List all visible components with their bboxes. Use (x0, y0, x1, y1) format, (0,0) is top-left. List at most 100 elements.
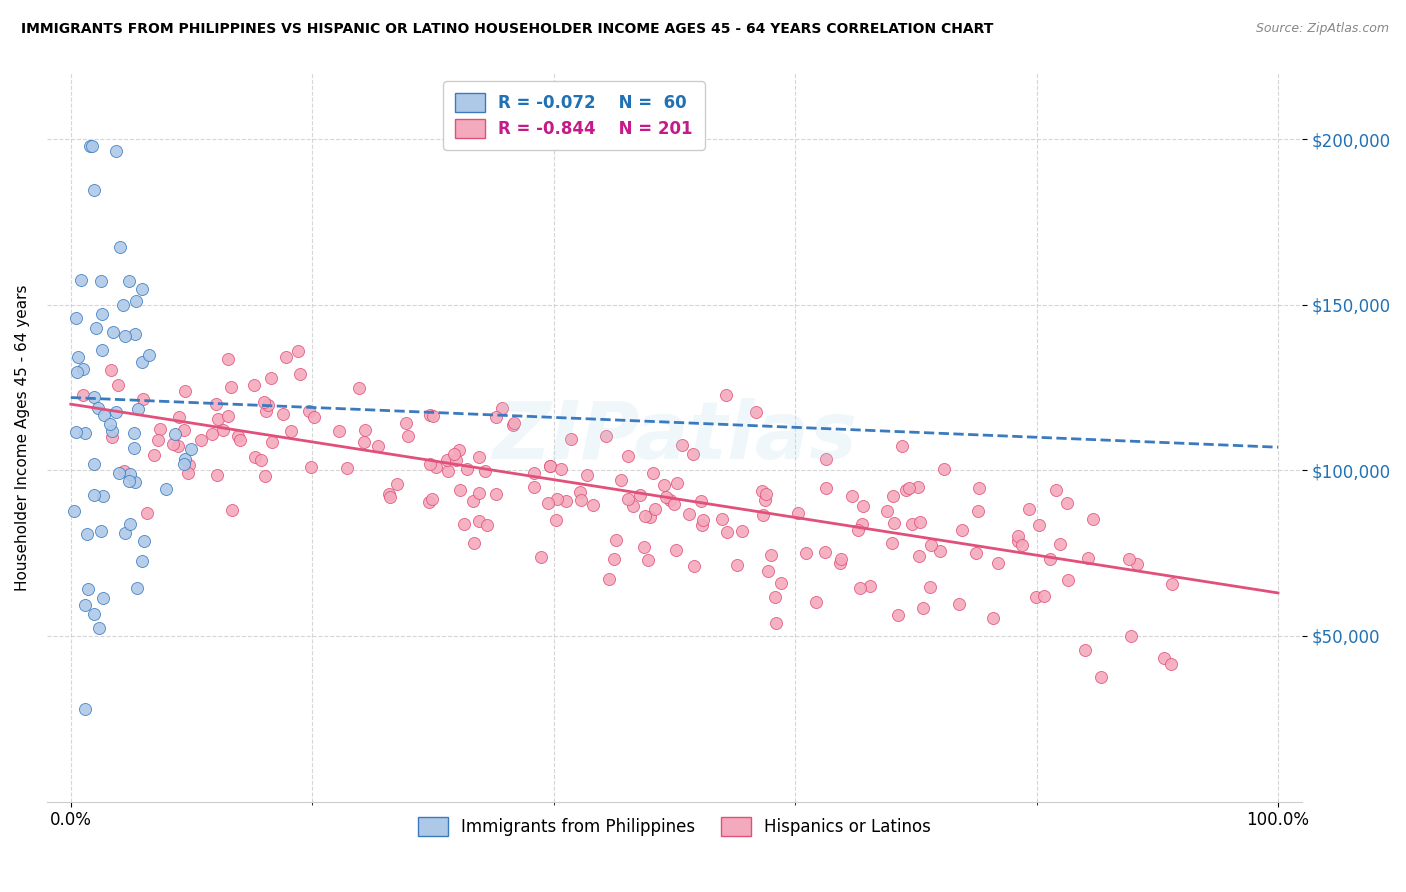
Point (65, 311, 87, 326)
Point (105, 405, 128, 419)
Point (228, 429, 250, 443)
Point (770, 575, 793, 590)
Point (101, 425, 124, 439)
Point (142, 448, 165, 462)
Point (72, 362, 94, 376)
Point (502, 417, 524, 432)
Point (1119, 629, 1142, 643)
Point (79, 138, 101, 153)
Point (91, 591, 114, 605)
Point (638, 509, 661, 524)
Point (682, 447, 704, 461)
Point (912, 601, 935, 615)
Point (444, 453, 467, 467)
Point (98, 417, 121, 431)
Point (876, 504, 898, 518)
Point (582, 498, 605, 512)
Point (523, 467, 546, 481)
Point (605, 533, 627, 547)
Point (90, 274, 112, 288)
Point (880, 536, 903, 550)
Point (73, 425, 96, 440)
Point (690, 517, 713, 532)
Point (63, 504, 86, 518)
Point (419, 458, 441, 472)
Point (73, 702, 96, 716)
Point (981, 611, 1004, 625)
Point (67, 350, 90, 364)
Point (155, 483, 177, 497)
Point (643, 466, 665, 480)
Point (763, 590, 786, 604)
Point (1018, 502, 1040, 516)
Point (131, 354, 153, 368)
Point (576, 467, 599, 482)
Point (243, 378, 266, 392)
Point (354, 424, 377, 438)
Point (112, 464, 135, 478)
Point (180, 442, 202, 456)
Point (138, 348, 160, 362)
Point (786, 506, 808, 520)
Point (274, 350, 297, 364)
Point (1028, 517, 1050, 532)
Point (859, 579, 882, 593)
Point (89, 621, 111, 635)
Point (633, 540, 655, 554)
Point (443, 447, 465, 461)
Point (76, 526, 98, 541)
Point (671, 438, 693, 452)
Point (367, 439, 389, 453)
Point (436, 452, 458, 467)
Point (287, 343, 309, 358)
Point (1057, 574, 1080, 588)
Point (260, 371, 283, 385)
Point (107, 378, 129, 392)
Point (814, 545, 837, 559)
Point (395, 416, 418, 430)
Point (666, 476, 689, 491)
Point (425, 459, 447, 474)
Text: Source: ZipAtlas.com: Source: ZipAtlas.com (1256, 22, 1389, 36)
Point (253, 468, 276, 483)
Point (1160, 657, 1182, 671)
Point (463, 536, 485, 550)
Point (104, 145, 127, 159)
Text: ZIPatlas: ZIPatlas (492, 398, 856, 476)
Point (814, 481, 837, 495)
Point (190, 433, 212, 447)
Point (852, 500, 875, 514)
Point (437, 464, 460, 478)
Point (125, 582, 148, 596)
Point (90, 307, 112, 321)
Point (90, 343, 112, 357)
Point (204, 397, 226, 411)
Point (461, 494, 484, 508)
Point (1025, 590, 1047, 604)
Point (794, 546, 817, 560)
Point (1077, 551, 1099, 566)
Point (678, 508, 700, 522)
Point (163, 427, 186, 442)
Point (380, 490, 402, 504)
Point (201, 427, 224, 442)
Point (754, 493, 776, 508)
Point (907, 480, 929, 494)
Point (254, 404, 277, 418)
Point (83, 183, 105, 197)
Point (377, 487, 399, 501)
Point (714, 388, 737, 402)
Point (928, 544, 950, 558)
Point (76, 582, 98, 596)
Point (934, 462, 956, 476)
Point (118, 274, 141, 288)
Point (280, 424, 302, 438)
Point (212, 423, 235, 437)
Point (883, 516, 905, 530)
Point (167, 410, 190, 425)
Point (569, 492, 592, 507)
Point (920, 580, 942, 594)
Point (122, 425, 145, 440)
Point (901, 517, 924, 532)
Point (228, 434, 250, 448)
